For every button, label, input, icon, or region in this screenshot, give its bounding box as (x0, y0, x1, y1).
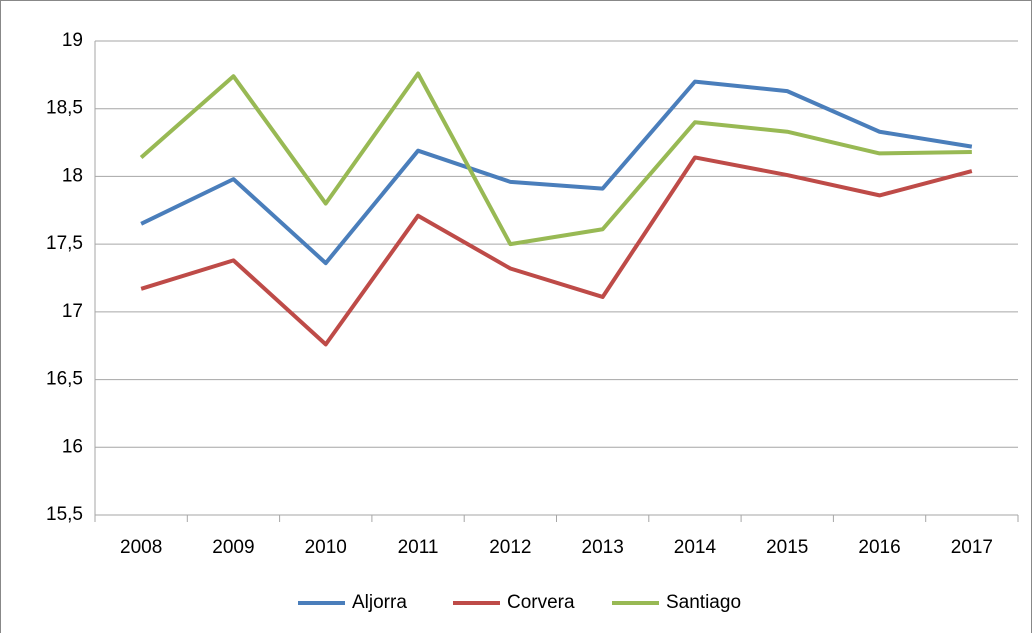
series-line (140, 79, 973, 266)
series-line (139, 71, 972, 247)
x-tick-label: 2015 (766, 537, 808, 558)
legend-label: Aljorra (352, 592, 407, 613)
x-tick-label: 2008 (120, 537, 162, 558)
x-tick-label: 2009 (212, 537, 254, 558)
x-tick-label: 2014 (674, 537, 717, 558)
y-tick-label: 16 (62, 436, 83, 457)
x-tick-label: 2011 (398, 537, 439, 558)
y-tick-label: 16,5 (46, 369, 83, 390)
x-tick-label: 2012 (489, 537, 531, 558)
x-tick-label: 2010 (305, 537, 347, 558)
y-tick-label: 17,5 (46, 233, 83, 254)
x-tick-label: 2013 (582, 537, 624, 558)
legend-label: Santiago (666, 592, 741, 613)
series-line (140, 155, 973, 347)
legend-label: Corvera (507, 592, 575, 613)
y-tick-label: 15,5 (46, 504, 83, 525)
y-tick-label: 17 (62, 301, 83, 322)
y-tick-label: 18 (62, 165, 83, 186)
y-tick-label: 19 (62, 30, 83, 51)
x-tick-label: 2017 (951, 537, 993, 558)
x-tick-label: 2016 (858, 537, 900, 558)
y-tick-label: 18,5 (46, 98, 83, 119)
